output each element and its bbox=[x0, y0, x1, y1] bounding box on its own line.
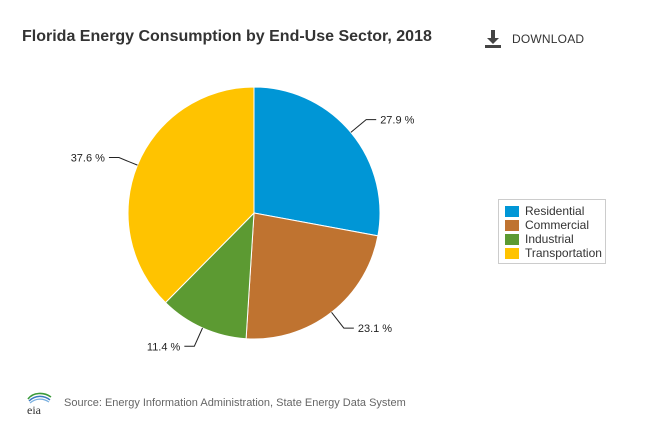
legend-label-industrial: Industrial bbox=[525, 232, 574, 246]
eia-logo-text: eia bbox=[27, 403, 42, 416]
legend-item-commercial[interactable]: Commercial bbox=[505, 218, 599, 232]
chart-footer: eia Source: Energy Information Administr… bbox=[24, 390, 406, 416]
pie-slice-commercial[interactable] bbox=[245, 212, 379, 340]
legend-swatch-residential bbox=[505, 205, 519, 217]
legend-swatch-commercial bbox=[505, 219, 519, 231]
legend-item-residential[interactable]: Residential bbox=[505, 204, 599, 218]
source-text: Source: Energy Information Administratio… bbox=[64, 397, 406, 409]
data-label-industrial: 11.4 % bbox=[147, 341, 181, 353]
eia-logo: eia bbox=[27, 392, 52, 416]
legend-label-residential: Residential bbox=[525, 204, 585, 218]
chart-legend: Residential Commercial Industrial Transp… bbox=[498, 199, 606, 264]
legend-item-industrial[interactable]: Industrial bbox=[505, 232, 599, 246]
leader-line-commercial bbox=[331, 312, 354, 329]
pie-slice-residential[interactable] bbox=[253, 86, 381, 237]
leader-line-industrial bbox=[184, 327, 203, 347]
legend-label-commercial: Commercial bbox=[525, 218, 590, 232]
legend-swatch-transportation bbox=[505, 247, 519, 259]
data-label-residential: 27.9 % bbox=[380, 115, 414, 127]
leader-line-residential bbox=[350, 119, 377, 133]
download-label: DOWNLOAD bbox=[512, 32, 585, 46]
chart-title: Florida Energy Consumption by End-Use Se… bbox=[22, 28, 432, 45]
legend-label-transportation: Transportation bbox=[525, 246, 602, 260]
data-label-commercial: 23.1 % bbox=[358, 323, 392, 335]
legend-item-transportation[interactable]: Transportation bbox=[505, 246, 602, 260]
legend-swatch-industrial bbox=[505, 233, 519, 245]
download-button[interactable]: DOWNLOAD bbox=[484, 29, 584, 49]
download-icon bbox=[485, 30, 501, 48]
data-label-transportation: 37.6 % bbox=[71, 153, 105, 165]
leader-line-transportation bbox=[108, 157, 138, 166]
